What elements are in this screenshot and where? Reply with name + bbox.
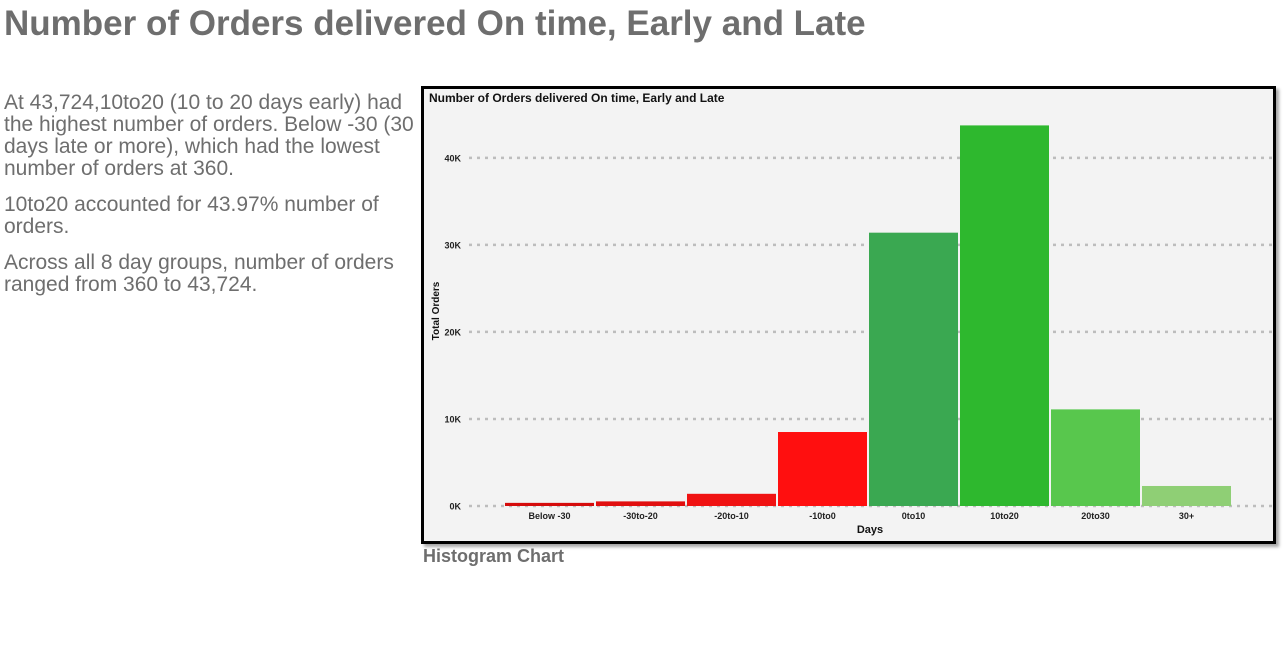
x-axis-ticks: Below -30 -30to-20 -20to-10 -10to0 0to10 10to… [528, 511, 1194, 521]
x-tick-label: 10to20 [990, 511, 1019, 521]
bar--20to-10[interactable] [687, 493, 776, 506]
y-axis-ticks: 0K 10K 20K 30K 40K [444, 153, 461, 511]
bar-10to20[interactable] [960, 125, 1049, 506]
narrative-paragraph: Across all 8 day groups, number of order… [4, 251, 394, 296]
bar--30to-20[interactable] [596, 501, 685, 506]
x-axis-title: Days [857, 524, 883, 536]
narrative-text: At 43,724,10to20 (10 to 20 days early) h… [4, 92, 418, 310]
y-tick-label: 0K [449, 502, 461, 512]
bars [505, 125, 1231, 506]
y-tick-label: 10K [444, 414, 461, 424]
y-tick-label: 20K [444, 327, 461, 337]
page-title: Number of Orders delivered On time, Earl… [4, 4, 866, 43]
bar-0to10[interactable] [869, 232, 958, 506]
bar-30+[interactable] [1142, 485, 1231, 506]
chart-title: Number of Orders delivered On time, Earl… [429, 91, 725, 105]
x-tick-label: 30+ [1179, 511, 1194, 521]
narrative-paragraph: At 43,724,10to20 (10 to 20 days early) h… [4, 91, 414, 180]
x-tick-label: -30to-20 [623, 511, 658, 521]
chart-caption: Histogram Chart [423, 546, 565, 566]
x-tick-label: 20to30 [1081, 511, 1110, 521]
bar-chart: Number of Orders delivered On time, Earl… [429, 91, 1273, 536]
x-tick-label: 0to10 [902, 511, 926, 521]
y-tick-label: 30K [444, 240, 461, 250]
narrative-paragraph: 10to20 accounted for 43.97% number of or… [4, 193, 379, 238]
x-tick-label: Below -30 [528, 511, 570, 521]
y-tick-label: 40K [444, 153, 461, 163]
x-tick-label: -20to-10 [714, 511, 749, 521]
bar-Below -30[interactable] [505, 502, 594, 506]
y-axis-title: Total Orders [431, 281, 442, 340]
bar-20to30[interactable] [1051, 409, 1140, 506]
x-tick-label: -10to0 [809, 511, 836, 521]
chart-container[interactable]: Number of Orders delivered On time, Earl… [421, 86, 1276, 544]
bar--10to0[interactable] [778, 432, 867, 506]
